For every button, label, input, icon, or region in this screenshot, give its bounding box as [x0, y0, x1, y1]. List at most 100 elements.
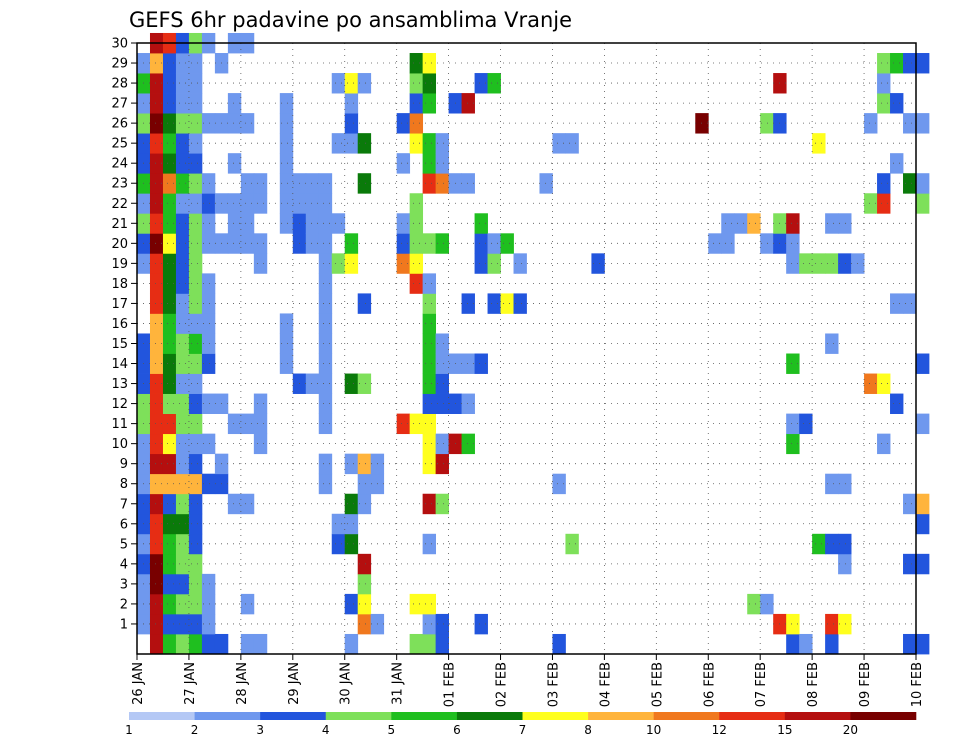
heatmap-cell	[344, 373, 359, 394]
colorbar-swatch	[653, 712, 720, 720]
heatmap-cell	[188, 453, 203, 475]
heatmap-cell	[162, 493, 177, 515]
heatmap-cell	[188, 73, 203, 94]
heatmap-cell	[240, 593, 255, 615]
heatmap-cell	[149, 113, 164, 134]
heatmap-cell	[877, 173, 891, 194]
heatmap-cell	[188, 353, 203, 374]
heatmap-cell	[253, 173, 268, 194]
heatmap-cell	[435, 373, 449, 394]
heatmap-cell	[188, 113, 203, 134]
colorbar-label: 8	[584, 723, 592, 737]
heatmap-cell	[279, 153, 294, 174]
heatmap-cell	[149, 413, 164, 435]
heatmap-cell	[201, 213, 216, 234]
heatmap-cell	[162, 393, 177, 414]
heatmap-cell	[305, 193, 320, 214]
heatmap-cell	[175, 593, 190, 615]
heatmap-cell	[435, 233, 449, 254]
heatmap-cell	[357, 453, 372, 475]
heatmap-cell	[838, 613, 852, 635]
heatmap-cell	[175, 93, 190, 114]
colorbar-swatch	[784, 712, 851, 720]
heatmap-cell	[825, 333, 839, 354]
heatmap-cell	[435, 153, 449, 174]
heatmap-cell	[825, 213, 839, 234]
heatmap-cell	[175, 553, 190, 575]
heatmap-cell	[279, 213, 294, 234]
heatmap-cell	[864, 113, 878, 134]
heatmap-cell	[409, 193, 424, 214]
heatmap-cell	[552, 473, 566, 495]
heatmap-cell	[916, 633, 930, 655]
heatmap-cell	[149, 333, 164, 354]
heatmap-cell	[916, 513, 930, 535]
x-tick-label: 08 FEB	[806, 662, 821, 707]
colorbar-swatch	[522, 712, 589, 720]
heatmap-cell	[175, 53, 190, 74]
heatmap-cell	[500, 233, 514, 254]
heatmap-cell	[175, 133, 190, 154]
y-tick-label: 6	[120, 517, 128, 532]
heatmap-cell	[149, 553, 164, 575]
heatmap-cell	[396, 253, 411, 274]
heatmap-cell	[474, 213, 488, 234]
heatmap-cell	[721, 213, 735, 234]
heatmap-cell	[344, 533, 359, 555]
heatmap-cell	[188, 153, 203, 174]
heatmap-cell	[422, 453, 437, 475]
heatmap-cell	[838, 253, 852, 274]
y-tick-label: 29	[111, 57, 128, 72]
heatmap-cell	[799, 253, 813, 274]
heatmap-cell	[175, 433, 190, 455]
heatmap-cell	[903, 553, 917, 575]
heatmap-cell	[422, 273, 437, 294]
heatmap-cell	[162, 453, 177, 475]
colorbar-swatch	[129, 712, 195, 720]
heatmap-cell	[253, 233, 268, 254]
heatmap-cell	[903, 113, 917, 134]
heatmap-cell	[188, 513, 203, 535]
x-tick-label: 29 JAN	[287, 662, 302, 705]
heatmap-cell	[279, 93, 294, 114]
heatmap-cell	[253, 433, 268, 455]
heatmap-cell	[461, 93, 475, 114]
heatmap-cell	[877, 93, 891, 114]
heatmap-cell	[916, 173, 930, 194]
heatmap-cell	[162, 153, 177, 174]
heatmap-cell	[396, 233, 411, 254]
x-tick-label: 28 JAN	[235, 662, 250, 705]
heatmap-cell	[409, 113, 424, 134]
heatmap-cell	[825, 633, 839, 655]
heatmap-cell	[279, 313, 294, 334]
heatmap-cell	[344, 593, 359, 615]
y-tick-label: 30	[111, 37, 128, 52]
heatmap-cell	[175, 493, 190, 515]
heatmap-cell	[396, 213, 411, 234]
heatmap-cell	[422, 133, 437, 154]
heatmap-cell	[227, 93, 242, 114]
heatmap-cell	[162, 553, 177, 575]
heatmap-cell	[461, 393, 475, 414]
heatmap-cell	[591, 253, 605, 274]
heatmap-cell	[201, 353, 216, 374]
heatmap-cell	[188, 213, 203, 234]
heatmap-cell	[552, 633, 566, 655]
heatmap-cell	[760, 233, 774, 254]
heatmap-cell	[539, 173, 553, 194]
heatmap-cell	[162, 113, 177, 134]
heatmap-cell	[201, 613, 216, 635]
heatmap-cell	[188, 633, 203, 655]
heatmap-cell	[344, 633, 359, 655]
heatmap-cell	[357, 493, 372, 515]
x-tick-label: 03 FEB	[546, 662, 561, 707]
heatmap-cell	[474, 613, 488, 635]
x-tick-label: 01 FEB	[443, 662, 458, 707]
heatmap-cell	[409, 253, 424, 274]
colorbar-swatch	[719, 712, 786, 720]
heatmap-cell	[162, 413, 177, 435]
heatmap-cell	[344, 73, 359, 94]
heatmap-cell	[396, 413, 411, 435]
